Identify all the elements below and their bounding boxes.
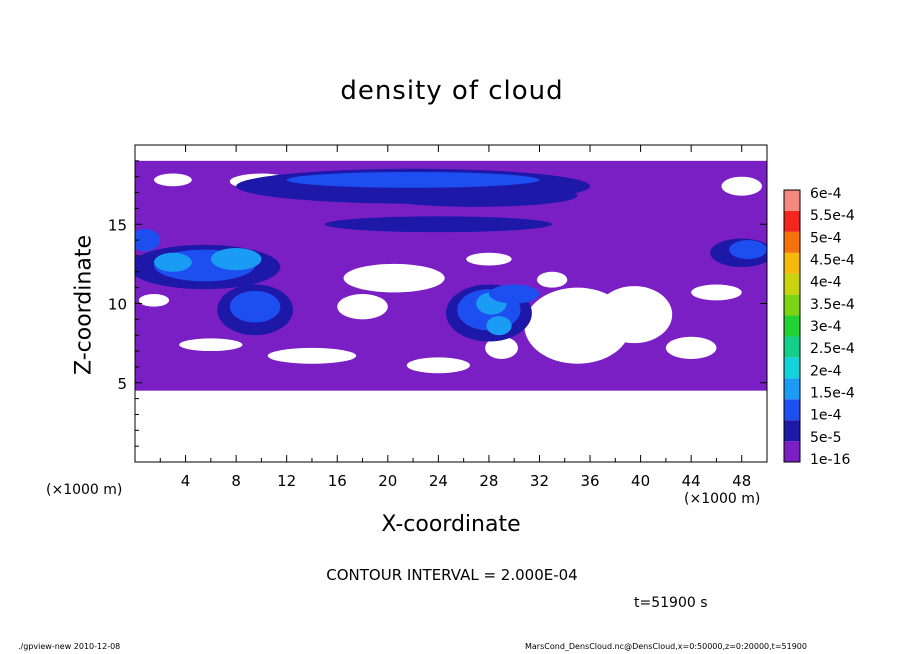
clear-region [536, 271, 568, 288]
x-tick-label: 4 [181, 472, 191, 490]
density-blob [135, 229, 161, 252]
colorbar-label: 4.5e-4 [810, 253, 855, 269]
clear-region [179, 338, 243, 352]
colorbar-label: 1e-4 [810, 408, 842, 424]
colorbar-swatch [784, 210, 800, 232]
x-tick-label: 24 [429, 472, 448, 490]
x-tick-label: 40 [631, 472, 650, 490]
density-blob [488, 284, 540, 304]
colorbar-swatch [784, 357, 800, 379]
x-tick-label: 32 [530, 472, 549, 490]
clear-region [406, 357, 470, 374]
colorbar-label: 1.5e-4 [810, 386, 855, 402]
footer-program-date: ./gpview-new 2010-12-08 [18, 642, 121, 651]
colorbar-swatch [784, 420, 800, 442]
colorbar-label: 5.5e-4 [810, 208, 855, 224]
colorbar-swatch [784, 378, 800, 400]
colorbar-label: 2.5e-4 [810, 341, 855, 357]
clear-region [665, 336, 717, 359]
colorbar-swatch [784, 336, 800, 358]
density-blob [229, 290, 281, 323]
colorbar-swatch [784, 252, 800, 274]
x-tick-label: 8 [231, 472, 241, 490]
colorbar-swatch [784, 231, 800, 253]
y-tick-label: 15 [108, 216, 127, 234]
clear-region [267, 347, 357, 364]
clear-region [485, 336, 518, 359]
colorbar-label: 5e-5 [810, 430, 841, 446]
density-blob [210, 248, 262, 271]
clear-region [343, 263, 445, 293]
x-tick-label: 12 [277, 472, 296, 490]
colorbar-label: 3e-4 [810, 319, 842, 335]
colorbar-label: 3.5e-4 [810, 297, 855, 313]
density-blob [153, 252, 192, 272]
y-tick-label: 10 [108, 296, 127, 314]
density-blob [729, 240, 767, 260]
colorbar-label: 6e-4 [810, 186, 842, 202]
cloud-density-field [135, 160, 767, 391]
clear-region [138, 293, 170, 307]
x-tick-label: 44 [682, 472, 701, 490]
clear-region [466, 252, 512, 266]
colorbar-swatch [784, 315, 800, 337]
colorbar-swatch [784, 190, 800, 211]
colorbar-swatch [784, 441, 800, 462]
clear-region [153, 173, 192, 187]
x-tick-label: 16 [328, 472, 347, 490]
x-axis-unit-label: (×1000 m) [684, 491, 761, 507]
colorbar-label: 2e-4 [810, 363, 842, 379]
colorbar-swatch [784, 294, 800, 316]
colorbar-label: 4e-4 [810, 275, 842, 291]
density-blob [324, 216, 553, 233]
contour-interval-text: CONTOUR INTERVAL = 2.000E-04 [326, 566, 578, 584]
y-axis-unit-label: (×1000 m) [46, 482, 123, 498]
density-blob [486, 316, 512, 336]
colorbar: 1e-16 5e-5 1e-4 1.5e-4 2e-4 2.5e-4 3e-4 3.5e-4 4… [783, 186, 855, 468]
density-blob [375, 184, 578, 207]
x-tick-label: 20 [378, 472, 397, 490]
x-axis-label: X-coordinate [381, 512, 521, 537]
colorbar-label: 5e-4 [810, 230, 842, 246]
time-label: t=51900 s [634, 595, 708, 611]
colorbar-label: 1e-16 [810, 452, 850, 468]
clear-region [721, 176, 762, 196]
colorbar-frame [783, 189, 801, 463]
colorbar-swatch [784, 399, 800, 421]
colorbar-swatch [784, 273, 800, 295]
clear-region [596, 286, 673, 344]
clear-region [337, 293, 388, 320]
x-tick-label: 36 [580, 472, 599, 490]
footer-source: MarsCond_DensCloud.nc@DensCloud,x=0:5000… [525, 642, 807, 651]
x-tick-label: 28 [479, 472, 498, 490]
clear-region [691, 284, 742, 301]
y-axis-label: Z-coordinate [71, 235, 97, 375]
x-tick-label: 48 [732, 472, 751, 490]
y-tick-label: 5 [117, 375, 127, 393]
density-blob [286, 171, 540, 188]
chart-title: density of cloud [340, 76, 564, 106]
